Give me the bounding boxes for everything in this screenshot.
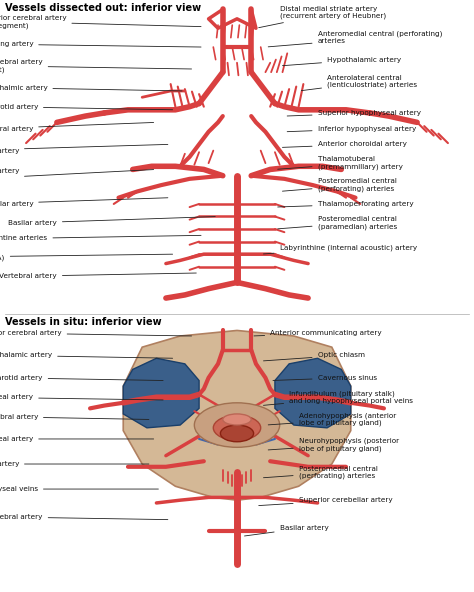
Text: Inferior hypophyseal artery: Inferior hypophyseal artery xyxy=(0,436,154,442)
Text: Hypothalamic artery: Hypothalamic artery xyxy=(0,352,173,359)
Text: Inferior hypophyseal artery: Inferior hypophyseal artery xyxy=(287,126,416,131)
Text: Hypothalamic artery: Hypothalamic artery xyxy=(283,57,401,66)
Text: Internal carotid artery: Internal carotid artery xyxy=(0,104,173,110)
Text: Superior cerebellar artery: Superior cerebellar artery xyxy=(0,198,168,207)
Text: Basilar artery: Basilar artery xyxy=(245,525,328,536)
Text: Posterior cerebral artery
(P₂ segment)
(P₁ segment): Posterior cerebral artery (P₂ segment) (… xyxy=(0,168,154,189)
Text: Vessels in situ: inferior view: Vessels in situ: inferior view xyxy=(5,317,161,327)
Text: Optic chiasm: Optic chiasm xyxy=(264,352,365,361)
Text: Distal medial striate artery
(recurrent artery of Heubner): Distal medial striate artery (recurrent … xyxy=(259,6,386,28)
Polygon shape xyxy=(123,358,199,428)
Text: Anterior cerebral artery
(A₂ segment): Anterior cerebral artery (A₂ segment) xyxy=(0,15,201,29)
Ellipse shape xyxy=(220,425,254,442)
Text: Vertebral artery: Vertebral artery xyxy=(0,273,196,279)
Text: Vessels dissected out: inferior view: Vessels dissected out: inferior view xyxy=(5,3,201,13)
Text: Neurohypophysis (posterior
lobe of pituitary gland): Neurohypophysis (posterior lobe of pitui… xyxy=(268,437,399,452)
Text: Anterior communicating artery: Anterior communicating artery xyxy=(0,41,201,47)
Text: Middle cerebral artery: Middle cerebral artery xyxy=(0,414,149,420)
Ellipse shape xyxy=(194,403,280,448)
Polygon shape xyxy=(275,358,351,428)
Ellipse shape xyxy=(213,416,261,440)
Text: Posterior communicating artery: Posterior communicating artery xyxy=(0,461,149,467)
Text: Infundibulum (pituitary stalk)
and long hypophyseal portal veins: Infundibulum (pituitary stalk) and long … xyxy=(264,391,413,406)
Text: Middle cerebral artery: Middle cerebral artery xyxy=(0,123,154,131)
Text: Thalamotuberal
(premammillary) artery: Thalamotuberal (premammillary) artery xyxy=(278,156,402,170)
Text: Anterior inferior cerebellar artery (AICA): Anterior inferior cerebellar artery (AIC… xyxy=(0,254,173,260)
Text: Basilar artery: Basilar artery xyxy=(8,217,215,226)
Text: Anteromedial central (perforating)
arteries: Anteromedial central (perforating) arter… xyxy=(268,31,442,47)
Text: Labyrinthine (internal acoustic) artery: Labyrinthine (internal acoustic) artery xyxy=(264,244,417,254)
Text: Posteromedial central
(paramedian) arteries: Posteromedial central (paramedian) arter… xyxy=(278,216,397,230)
Text: Cavernous sinus: Cavernous sinus xyxy=(273,375,377,381)
Text: Thalamoperforating artery: Thalamoperforating artery xyxy=(278,201,413,207)
Text: Efferent hypophyseal veins: Efferent hypophyseal veins xyxy=(0,486,158,492)
Text: Posterior cerebral artery: Posterior cerebral artery xyxy=(0,514,168,520)
Text: Anterior cerebral artery
(A₁ segment): Anterior cerebral artery (A₁ segment) xyxy=(0,59,191,73)
Text: Anterolateral central
(lenticulostriate) arteries: Anterolateral central (lenticulostriate)… xyxy=(301,75,417,91)
Text: Internal carotid artery: Internal carotid artery xyxy=(0,375,163,381)
Text: Posterior communicating artery: Posterior communicating artery xyxy=(0,144,168,153)
Text: Anterior cerebral artery: Anterior cerebral artery xyxy=(0,330,191,336)
Text: Superior hypophyseal artery: Superior hypophyseal artery xyxy=(287,110,420,116)
Text: Ophthalmic artery: Ophthalmic artery xyxy=(0,85,182,91)
Text: Superior hypophyseal artery: Superior hypophyseal artery xyxy=(0,394,163,400)
Text: Posteromedial central
(perforating) arteries: Posteromedial central (perforating) arte… xyxy=(283,178,396,192)
Text: Posteromedial central
(perforating) arteries: Posteromedial central (perforating) arte… xyxy=(264,465,377,479)
Polygon shape xyxy=(123,330,351,500)
Text: Pontine arteries: Pontine arteries xyxy=(0,236,201,242)
Text: Superior cerebellar artery: Superior cerebellar artery xyxy=(259,497,392,506)
Text: Anterior communicating artery: Anterior communicating artery xyxy=(254,330,382,336)
Text: Adenohypophysis (anterior
lobe of pituitary gland): Adenohypophysis (anterior lobe of pituit… xyxy=(268,413,396,426)
Ellipse shape xyxy=(223,414,251,425)
Text: Anterior choroidal artery: Anterior choroidal artery xyxy=(283,141,407,147)
